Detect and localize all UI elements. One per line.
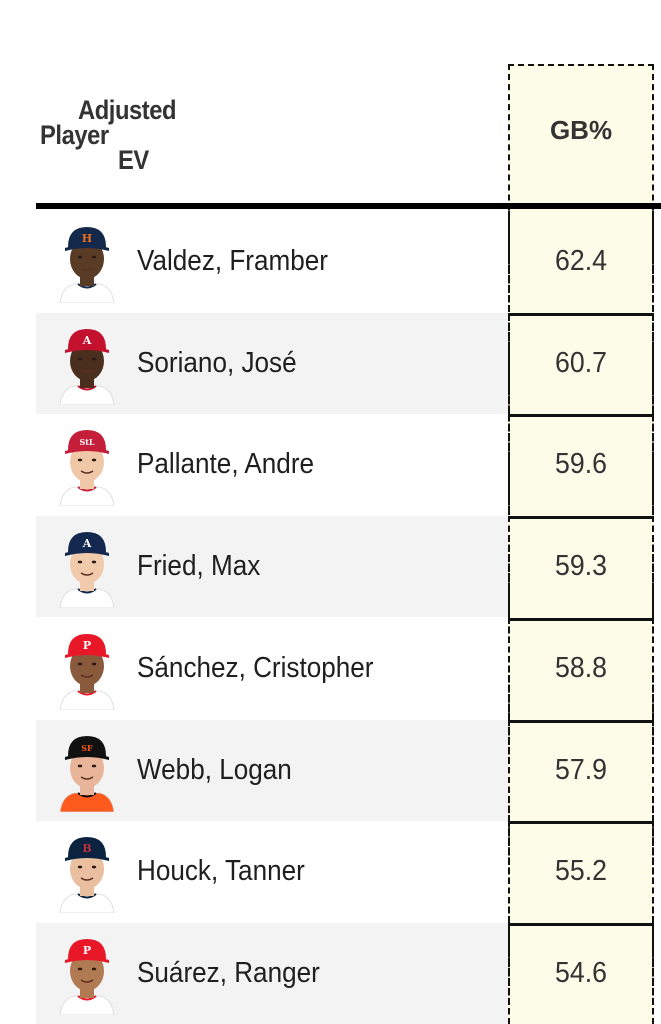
row-background bbox=[36, 719, 508, 821]
player-headshot-icon: A bbox=[59, 532, 115, 609]
player-headshot-icon: StL bbox=[59, 430, 115, 507]
gb-percent-value: 60.7 bbox=[555, 346, 607, 379]
svg-text:P: P bbox=[83, 944, 91, 957]
gb-cell-divider bbox=[508, 414, 654, 418]
player-name[interactable]: Valdez, Framber bbox=[137, 245, 328, 277]
table-row[interactable]: B Houck, Tanner 55.2 bbox=[36, 821, 661, 923]
player-headshot-icon: A bbox=[59, 328, 115, 405]
gb-cell-border bbox=[508, 617, 654, 719]
gb-percent-value: 59.3 bbox=[555, 550, 607, 583]
player-headshot-icon: P bbox=[59, 938, 115, 1015]
player-headshot-icon: SF bbox=[59, 735, 115, 812]
gb-cell-divider bbox=[508, 617, 654, 621]
table-header: Adjusted Player EV bbox=[36, 0, 661, 210]
table-row[interactable]: A Fried, Max 59.3 bbox=[36, 516, 661, 618]
gb-percent-value: 58.8 bbox=[555, 651, 607, 684]
player-name[interactable]: Houck, Tanner bbox=[137, 855, 305, 888]
column-header-player[interactable]: Player bbox=[40, 120, 109, 150]
row-background bbox=[36, 516, 508, 618]
column-header-gb[interactable]: GB% bbox=[549, 115, 613, 145]
gb-cell-border bbox=[508, 516, 654, 618]
gb-cell-background bbox=[510, 922, 652, 1024]
gb-cell-divider bbox=[508, 719, 654, 723]
gb-cell-border bbox=[508, 719, 654, 821]
player-headshot-icon: H bbox=[59, 227, 115, 303]
table-row[interactable]: H Valdez, Framber 62.4 bbox=[36, 211, 661, 312]
gb-cell-divider bbox=[508, 821, 654, 825]
gb-percent-value: 59.6 bbox=[555, 448, 607, 481]
column-header-ev[interactable]: EV bbox=[118, 145, 149, 175]
player-name[interactable]: Sánchez, Cristopher bbox=[137, 651, 374, 684]
gb-percent-value: 54.6 bbox=[555, 956, 607, 989]
gb-cell-background bbox=[510, 617, 652, 719]
svg-text:A: A bbox=[82, 537, 92, 550]
svg-text:A: A bbox=[82, 334, 92, 347]
pitcher-table: Adjusted Player EV GB% H Valdez, Framber 6… bbox=[36, 0, 661, 1024]
table-row[interactable]: P Suárez, Ranger 54.6 bbox=[36, 922, 661, 1024]
gb-cell-border bbox=[508, 312, 654, 414]
player-name[interactable]: Suárez, Ranger bbox=[137, 956, 320, 989]
gb-cell-background bbox=[510, 719, 652, 821]
gb-percent-value: 55.2 bbox=[555, 855, 607, 888]
gb-cell-divider bbox=[508, 516, 654, 520]
gb-cell-border bbox=[508, 821, 654, 923]
column-header-adjusted[interactable]: Adjusted bbox=[78, 95, 177, 125]
table-row[interactable]: A Soriano, José 60.7 bbox=[36, 312, 661, 414]
gb-cell-border bbox=[508, 211, 654, 312]
player-headshot-icon: B bbox=[59, 837, 115, 914]
player-headshot-icon: P bbox=[59, 633, 115, 710]
player-name[interactable]: Fried, Max bbox=[137, 550, 261, 583]
gb-cell-border bbox=[508, 922, 654, 1024]
gb-cell-divider bbox=[508, 922, 654, 926]
gb-cell-background bbox=[510, 821, 652, 923]
row-background bbox=[36, 922, 508, 1024]
player-name[interactable]: Webb, Logan bbox=[137, 753, 292, 786]
svg-text:StL: StL bbox=[79, 437, 94, 447]
svg-text:H: H bbox=[82, 232, 92, 245]
gb-percent-value: 62.4 bbox=[555, 245, 607, 277]
header-divider bbox=[36, 203, 661, 209]
player-name[interactable]: Soriano, José bbox=[137, 346, 297, 379]
gb-percent-value: 57.9 bbox=[555, 753, 607, 786]
table-row[interactable]: SF Webb, Logan 57.9 bbox=[36, 719, 661, 821]
svg-text:SF: SF bbox=[81, 743, 93, 753]
table-row[interactable]: StL Pallante, Andre 59.6 bbox=[36, 414, 661, 516]
gb-cell-background bbox=[510, 312, 652, 414]
row-background bbox=[36, 312, 508, 414]
gb-cell-background bbox=[510, 211, 652, 312]
svg-text:P: P bbox=[83, 639, 91, 652]
gb-cell-border bbox=[508, 414, 654, 516]
player-name[interactable]: Pallante, Andre bbox=[137, 448, 315, 481]
svg-text:B: B bbox=[82, 842, 91, 855]
gb-cell-divider bbox=[508, 312, 654, 316]
gb-cell-background bbox=[510, 414, 652, 516]
gb-cell-background bbox=[510, 516, 652, 618]
table-row[interactable]: P Sánchez, Cristopher 58.8 bbox=[36, 617, 661, 719]
